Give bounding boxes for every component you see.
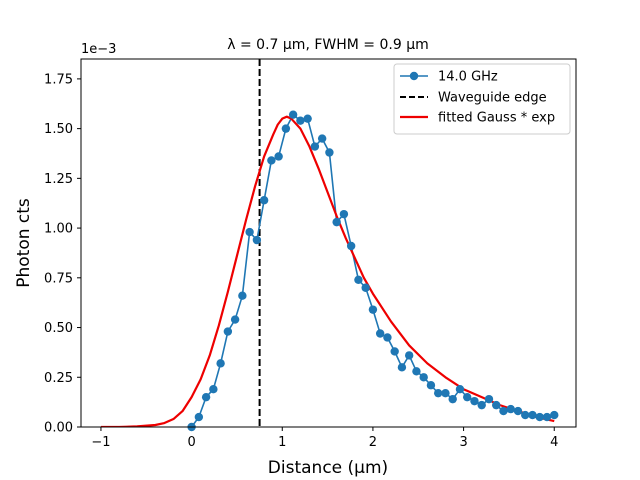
data-point bbox=[216, 359, 225, 368]
data-point bbox=[513, 406, 523, 416]
data-point bbox=[332, 217, 341, 227]
data-point bbox=[238, 291, 247, 300]
data-point bbox=[506, 404, 515, 414]
x-tick-label: 2 bbox=[369, 435, 377, 450]
data-point bbox=[303, 114, 312, 123]
y-tick-label: 0.75 bbox=[44, 271, 73, 286]
x-axis-label: Distance (μm) bbox=[268, 458, 388, 478]
data-point bbox=[521, 410, 530, 420]
data-point bbox=[542, 412, 552, 422]
legend-label: Waveguide edge bbox=[438, 91, 547, 106]
data-point bbox=[455, 385, 465, 394]
data-point bbox=[528, 410, 537, 420]
legend-box bbox=[393, 63, 571, 135]
x-tick-label: 0 bbox=[187, 435, 195, 450]
x-tick-label: 4 bbox=[550, 435, 558, 450]
x-tick-label: 1 bbox=[278, 435, 286, 450]
data-point bbox=[368, 305, 378, 314]
data-point bbox=[419, 373, 428, 382]
legend-label: fitted Gauss * exp bbox=[438, 111, 555, 126]
data-point bbox=[274, 152, 283, 161]
data-point bbox=[463, 392, 472, 402]
data-point bbox=[441, 388, 450, 398]
data-point bbox=[223, 327, 233, 336]
axes-frame bbox=[80, 58, 577, 428]
data-point bbox=[550, 410, 559, 420]
y-tick-label: 1.50 bbox=[44, 122, 73, 137]
data-point bbox=[477, 400, 486, 410]
chart-title: λ = 0.7 µm, FWHM = 0.9 µm bbox=[227, 37, 428, 53]
data-point bbox=[267, 156, 276, 165]
data-point bbox=[492, 400, 501, 410]
y-tick-label: 1.75 bbox=[44, 72, 73, 87]
data-point bbox=[448, 394, 457, 404]
y-tick-label: 0.50 bbox=[44, 321, 73, 336]
y-tick-label: 1.00 bbox=[44, 222, 73, 237]
data-point bbox=[201, 392, 211, 402]
data-point bbox=[281, 124, 291, 133]
data-point bbox=[339, 209, 349, 219]
data-point bbox=[230, 315, 240, 324]
data-point bbox=[361, 283, 370, 292]
legend-marker-measured bbox=[409, 71, 419, 81]
data-point bbox=[412, 367, 421, 376]
data-point bbox=[296, 116, 305, 125]
legend: 14.0 GHz Waveguide edge fitted Gauss * exp bbox=[393, 63, 571, 135]
x-tick-label: −1 bbox=[91, 435, 110, 450]
data-point bbox=[310, 142, 320, 151]
y-tick-label: 0.25 bbox=[44, 371, 73, 386]
data-point bbox=[433, 388, 443, 398]
marker-layer bbox=[187, 110, 559, 432]
y-tick-label: 1.25 bbox=[44, 172, 73, 187]
data-point bbox=[390, 347, 399, 356]
legend-label: 14.0 GHz bbox=[438, 70, 498, 85]
y-tick-label: 0.00 bbox=[44, 421, 73, 436]
data-point bbox=[325, 148, 334, 157]
data-point bbox=[470, 396, 479, 406]
data-point bbox=[245, 227, 254, 237]
data-point bbox=[383, 333, 392, 342]
data-point bbox=[288, 110, 298, 119]
data-point bbox=[259, 196, 269, 205]
data-point bbox=[404, 351, 414, 360]
data-point bbox=[375, 329, 385, 338]
data-point bbox=[484, 394, 494, 404]
data-point bbox=[209, 385, 218, 394]
data-point bbox=[397, 363, 407, 372]
y-axis-label: Photon cts bbox=[14, 198, 34, 288]
data-point bbox=[317, 134, 327, 143]
data-point bbox=[252, 235, 262, 245]
data-point bbox=[426, 381, 436, 390]
data-point bbox=[194, 412, 204, 422]
data-point bbox=[535, 412, 544, 422]
data-point bbox=[354, 275, 363, 284]
data-point bbox=[499, 406, 508, 416]
x-tick-label: 3 bbox=[459, 435, 467, 450]
y-offset-label: 1e−3 bbox=[81, 42, 116, 57]
data-point bbox=[346, 241, 356, 251]
fit-curve-line bbox=[100, 115, 555, 427]
